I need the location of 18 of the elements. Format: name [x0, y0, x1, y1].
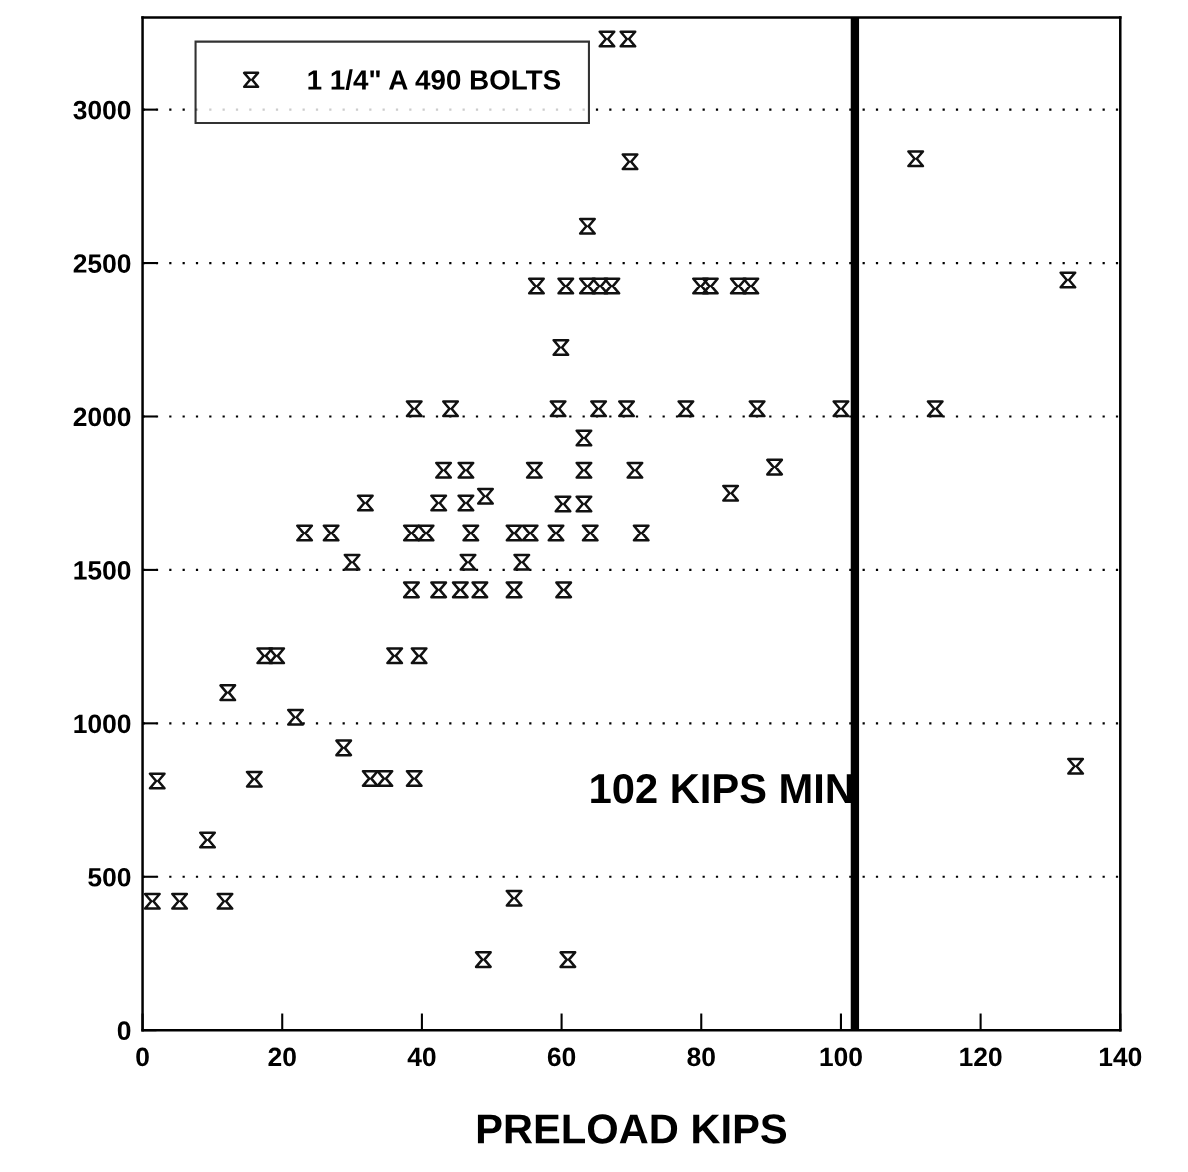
legend-label: 1 1/4" A 490 BOLTS — [308, 69, 561, 91]
y-tick-label: 0 — [117, 1021, 131, 1041]
y-tick-label: 3000 — [73, 100, 131, 120]
x-tick-label: 100 — [820, 1047, 862, 1067]
y-tick-label: 1500 — [74, 561, 131, 580]
y-tick-label: 500 — [88, 867, 131, 887]
ref-line-label: 102 KIPS MIN — [591, 773, 853, 804]
x-tick-label: 80 — [687, 1047, 715, 1067]
x-tick-label: 20 — [268, 1047, 296, 1067]
y-tick-label: 1000 — [74, 714, 131, 734]
x-tick-label: 140 — [1099, 1047, 1142, 1067]
x-tick-label: 120 — [960, 1047, 1002, 1067]
x-tick-label: 60 — [547, 1047, 576, 1067]
y-tick-label: 2500 — [73, 254, 131, 273]
y-tick-label: 2000 — [73, 407, 131, 427]
x-tick-label: 40 — [407, 1047, 436, 1067]
x-axis-title: PRELOAD KIPS — [477, 1114, 787, 1144]
x-tick-label: 0 — [136, 1047, 149, 1067]
